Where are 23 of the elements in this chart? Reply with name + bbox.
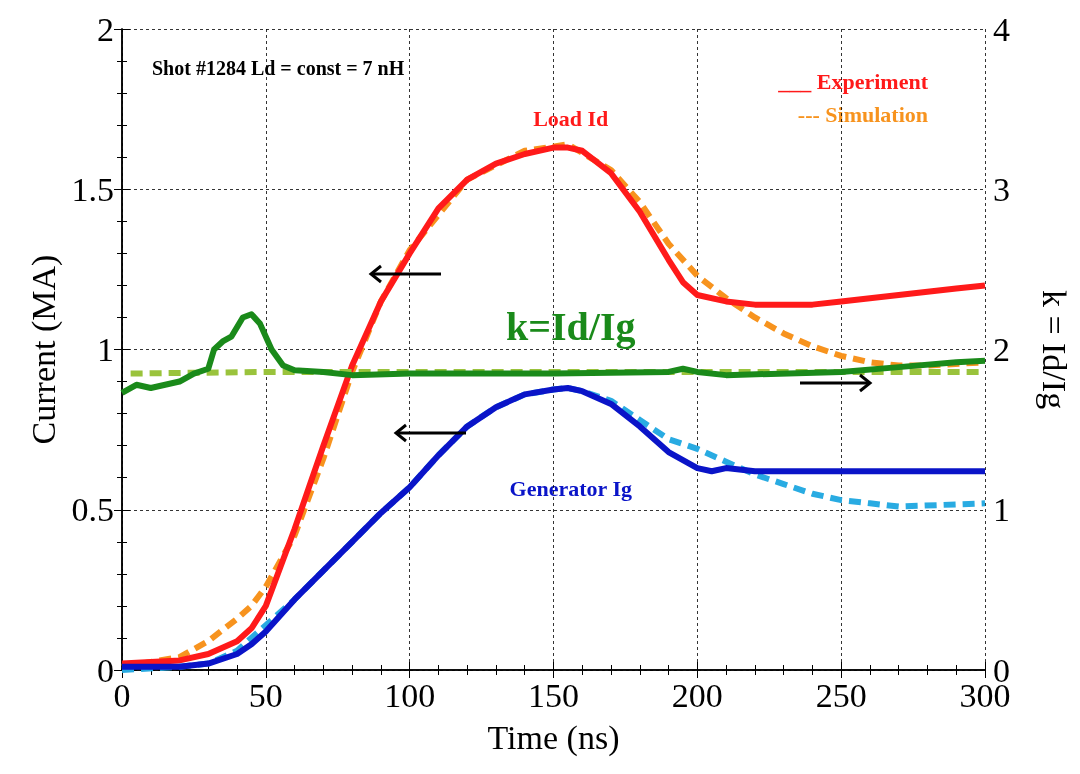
y2-tick-label: 1 xyxy=(993,491,1010,529)
annotation: ___ Experiment xyxy=(777,68,929,94)
x-axis-title: Time (ns) xyxy=(487,718,620,757)
x-tick-label: 50 xyxy=(248,676,283,714)
y-tick-label: 1.5 xyxy=(71,170,114,208)
y-tick-label: 0.5 xyxy=(71,491,114,529)
series-label: Generator Ig xyxy=(509,476,632,502)
y-tick-label: 0 xyxy=(97,651,114,689)
y2-tick-label: 4 xyxy=(993,10,1010,48)
series-label: k=Id/Ig xyxy=(505,303,636,349)
y-tick-label: 1 xyxy=(97,331,114,368)
y-axis-title: Current (MA) xyxy=(24,254,63,445)
series-label: Load Id xyxy=(533,105,609,131)
x-tick-label: 150 xyxy=(528,676,579,714)
x-tick-label: 250 xyxy=(815,676,867,714)
annotation: Shot #1284 Ld = const = 7 nH xyxy=(152,57,405,79)
y-tick-label: 2 xyxy=(97,10,114,48)
annotation: --- Simulation xyxy=(797,101,929,127)
y2-tick-label: 3 xyxy=(993,170,1010,208)
x-tick-label: 200 xyxy=(671,676,723,714)
y2-axis-title: k = Id/Ig xyxy=(1035,289,1073,410)
x-tick-label: 100 xyxy=(384,676,436,714)
y2-tick-label: 2 xyxy=(993,331,1010,368)
